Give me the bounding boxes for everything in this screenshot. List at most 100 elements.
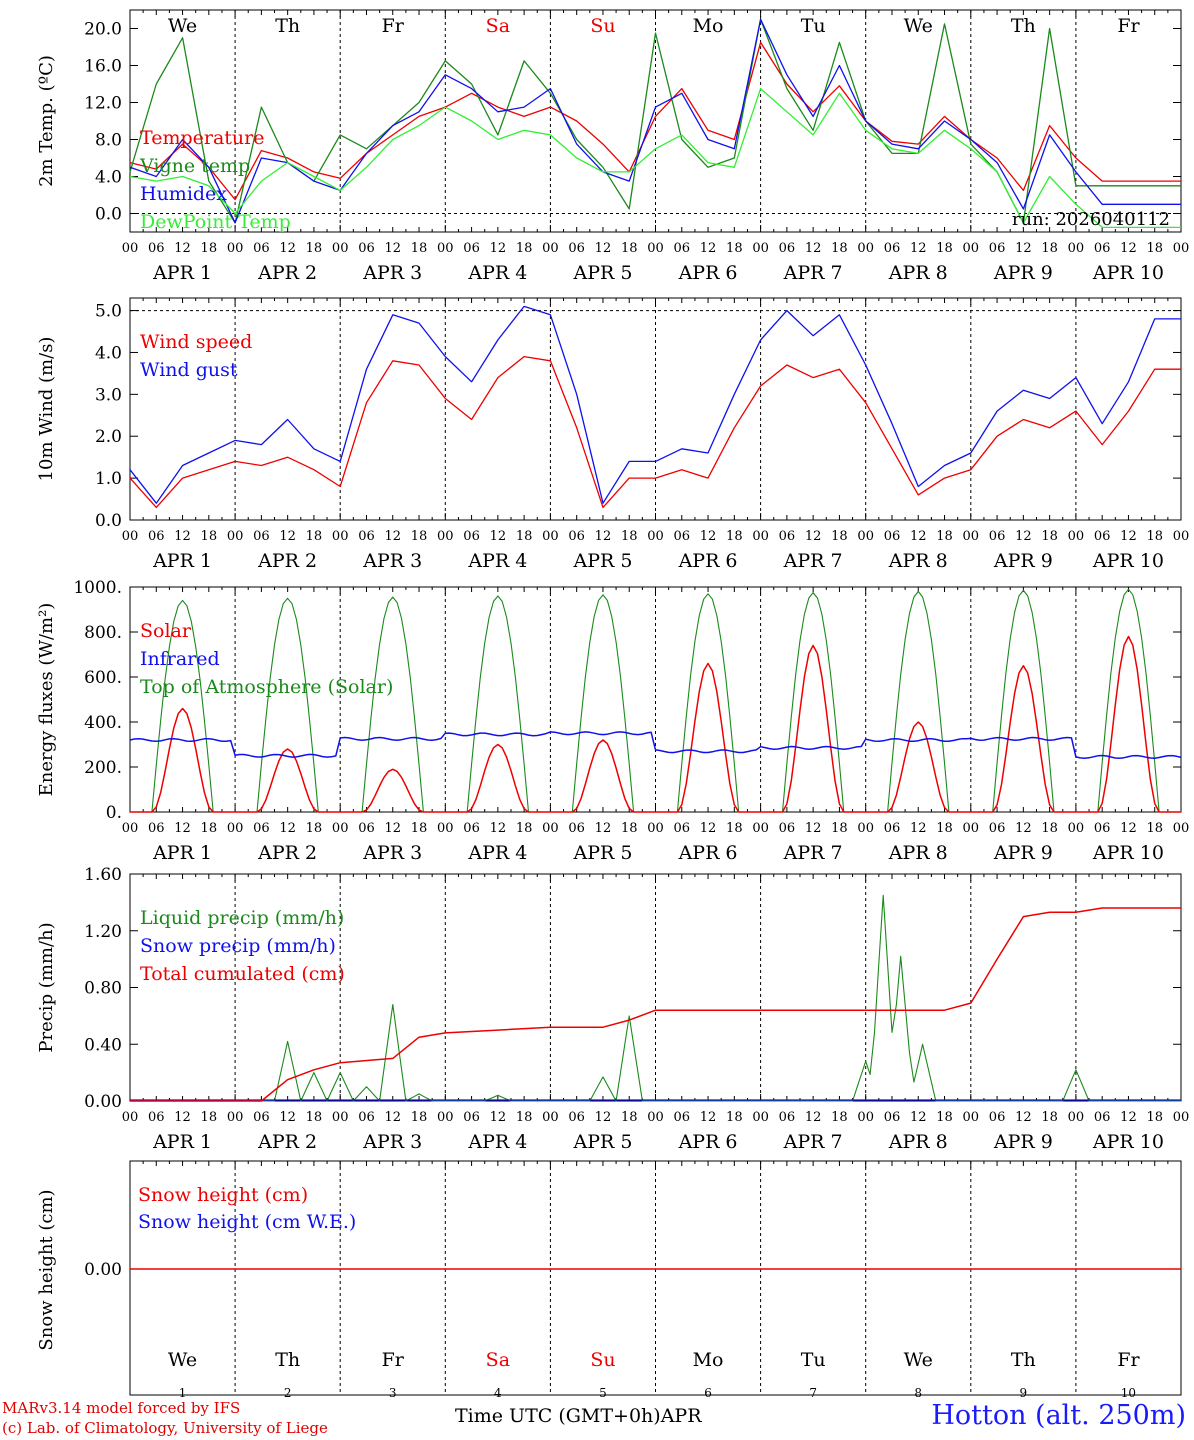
hour-label: 18 bbox=[516, 241, 533, 256]
hour-label: 18 bbox=[726, 821, 743, 836]
hour-label: 12 bbox=[910, 821, 927, 836]
weekday-label: Fr bbox=[1117, 15, 1140, 37]
hour-label: 00 bbox=[122, 529, 139, 544]
hour-label: 12 bbox=[1120, 1110, 1137, 1125]
date-label: APR 2 bbox=[257, 842, 317, 864]
hour-label: 00 bbox=[542, 529, 559, 544]
hour-label: 00 bbox=[857, 241, 874, 256]
hour-label: 18 bbox=[201, 241, 218, 256]
date-label: APR 2 bbox=[257, 550, 317, 572]
panel-energy: 0. 200. 400. 600. 800. 1000. Energy fluxes (W/… bbox=[36, 578, 1189, 864]
y-tick-label: 0.40 bbox=[84, 1035, 122, 1055]
hour-label: 06 bbox=[148, 529, 165, 544]
legend-snow-height-we: Snow height (cm W.E.) bbox=[138, 1211, 356, 1233]
hour-label: 18 bbox=[1146, 1110, 1163, 1125]
hour-label: 06 bbox=[358, 241, 375, 256]
y-tick-label: 1.20 bbox=[84, 922, 122, 942]
date-label: APR 6 bbox=[678, 1131, 738, 1153]
hour-label: 18 bbox=[516, 821, 533, 836]
hour-label: 12 bbox=[279, 821, 296, 836]
hour-label: 06 bbox=[568, 241, 585, 256]
hour-label: 12 bbox=[700, 821, 717, 836]
hour-label: 18 bbox=[831, 529, 848, 544]
series-top-of-atmosphere bbox=[130, 588, 1181, 813]
hour-label: 00 bbox=[227, 821, 244, 836]
hour-label: 06 bbox=[674, 1110, 691, 1125]
hour-label: 18 bbox=[936, 821, 953, 836]
date-label: APR 3 bbox=[362, 550, 422, 572]
weekday-label: Sa bbox=[486, 1349, 510, 1371]
credit-line-lab: (c) Lab. of Climatology, University of L… bbox=[2, 1419, 328, 1437]
hour-label: 18 bbox=[1041, 821, 1058, 836]
hour-label: 12 bbox=[279, 1110, 296, 1125]
hour-label: 18 bbox=[201, 529, 218, 544]
date-label: APR 10 bbox=[1092, 262, 1164, 284]
hour-label: 18 bbox=[621, 1110, 638, 1125]
y-tick-label: 2.0 bbox=[95, 427, 122, 447]
hour-label: 06 bbox=[463, 1110, 480, 1125]
hour-label: 18 bbox=[726, 529, 743, 544]
hour-label: 18 bbox=[1041, 529, 1058, 544]
hour-label: 12 bbox=[1120, 529, 1137, 544]
date-label: APR 8 bbox=[888, 262, 948, 284]
y-tick-label: 0. bbox=[106, 803, 122, 823]
y-tick-label: 4.0 bbox=[95, 343, 122, 363]
y-tick-label: 8.0 bbox=[95, 131, 122, 151]
date-label: APR 8 bbox=[888, 842, 948, 864]
date-label: APR 7 bbox=[783, 842, 843, 864]
series-wind-speed bbox=[129, 355, 1181, 509]
y-tick-label: 400. bbox=[84, 713, 122, 733]
hour-label: 06 bbox=[989, 529, 1006, 544]
hour-label: 00 bbox=[1068, 241, 1085, 256]
hour-label: 12 bbox=[700, 1110, 717, 1125]
y-axis-label: Precip (mm/h) bbox=[36, 922, 57, 1052]
hour-label: 18 bbox=[621, 821, 638, 836]
panel-precip: 0.00 0.40 0.80 1.20 1.60 Precip (mm/h) 00 06 12 1… bbox=[36, 865, 1189, 1153]
hour-label: 18 bbox=[1041, 1110, 1058, 1125]
y-tick-label: 600. bbox=[84, 668, 122, 688]
day-number-label: 2 bbox=[284, 1386, 292, 1400]
hour-label: 18 bbox=[936, 1110, 953, 1125]
weekday-label: Tu bbox=[801, 1349, 826, 1371]
hour-label: 18 bbox=[306, 1110, 323, 1125]
hour-label: 00 bbox=[332, 1110, 349, 1125]
y-axis-label: Energy fluxes (W/m²) bbox=[36, 603, 57, 797]
date-label: APR 10 bbox=[1092, 550, 1164, 572]
hour-label: 12 bbox=[279, 529, 296, 544]
hour-label: 06 bbox=[1094, 1110, 1111, 1125]
hour-label: 12 bbox=[805, 1110, 822, 1125]
hour-label: 00 bbox=[647, 1110, 664, 1125]
series-temperature bbox=[129, 41, 1181, 201]
y-tick-label: 12.0 bbox=[84, 94, 122, 114]
panel-frame bbox=[129, 586, 1182, 813]
date-label: APR 4 bbox=[467, 1131, 527, 1153]
weekday-label: Fr bbox=[382, 1349, 405, 1371]
legend-humidex: Humidex bbox=[140, 183, 227, 205]
hour-label: 18 bbox=[621, 529, 638, 544]
y-tick-label: 0.00 bbox=[84, 1092, 122, 1112]
hour-label: 00 bbox=[752, 529, 769, 544]
hour-label: 00 bbox=[963, 1110, 980, 1125]
hour-label: 12 bbox=[384, 529, 401, 544]
legend-infrared: Infrared bbox=[140, 648, 220, 670]
hour-label: 00 bbox=[122, 241, 139, 256]
hour-label: 06 bbox=[779, 529, 796, 544]
hour-label: 00 bbox=[963, 821, 980, 836]
date-label: APR 1 bbox=[152, 262, 212, 284]
hour-label: 12 bbox=[174, 529, 191, 544]
hour-label: 00 bbox=[647, 529, 664, 544]
day-number-label: 8 bbox=[914, 1386, 922, 1400]
hour-label: 18 bbox=[936, 529, 953, 544]
weekday-label: We bbox=[904, 15, 933, 37]
hour-label: 00 bbox=[1173, 529, 1190, 544]
hour-label: 06 bbox=[148, 821, 165, 836]
hour-label: 00 bbox=[963, 529, 980, 544]
y-tick-label: 0.0 bbox=[95, 511, 122, 531]
hour-label: 12 bbox=[1015, 529, 1032, 544]
y-axis-label: 2m Temp. (ºC) bbox=[36, 55, 57, 187]
hour-label: 12 bbox=[1120, 241, 1137, 256]
weekday-label: Th bbox=[275, 1349, 300, 1371]
hour-label: 06 bbox=[884, 529, 901, 544]
hour-label: 00 bbox=[1068, 529, 1085, 544]
date-label: APR 6 bbox=[678, 842, 738, 864]
